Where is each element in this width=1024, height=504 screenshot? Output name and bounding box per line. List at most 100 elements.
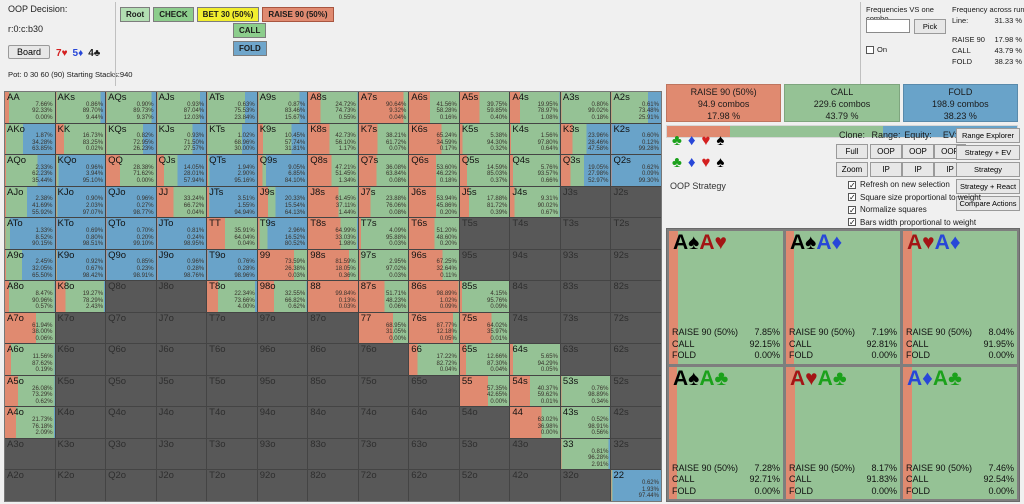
grid-cell-Q4o[interactable]: Q4o [106,407,156,438]
grid-cell-A3s[interactable]: A3s 0.80% 99.02% 0.18% [560,92,611,123]
grid-cell-72s[interactable]: 72s [611,312,661,344]
grid-cell-97s[interactable]: 97s 2.95% 97.02% 0.03% [358,249,409,281]
grid-cell-QTo[interactable]: QTo 0.70% 0.20% 99.10% [106,218,156,249]
grid-cell-Q6s[interactable]: Q6s 53.60% 46.22% 0.18% [409,155,459,186]
ctl-button-ip-12[interactable]: IP [902,162,934,177]
grid-cell-AJo[interactable]: AJo 2.38% 41.69% 55.92% [5,186,55,218]
grid-cell-74o[interactable]: 74o [358,407,409,438]
grid-cell-T9s[interactable]: T9s 2.96% 16.52% 80.52% [257,218,308,249]
grid-cell-K8s[interactable]: K8s 42.73% 56.10% 1.17% [308,123,358,155]
grid-cell-KQo[interactable]: KQo 0.96% 3.94% 95.10% [55,155,106,186]
grid-cell-K5o[interactable]: K5o [55,375,106,407]
grid-cell-J4s[interactable]: J4s 9.31% 90.02% 0.67% [510,186,560,218]
tree-node-call[interactable]: CALL [233,23,267,38]
grid-cell-Q7s[interactable]: Q7s 36.08% 63.84% 0.08% [358,155,409,186]
grid-cell-Q9s[interactable]: Q9s 9.05% 6.85% 84.10% [257,155,308,186]
grid-cell-A5o[interactable]: A5o 26.08% 73.29% 0.62% [5,375,55,407]
checkbox-3[interactable]: ✓ [848,218,856,227]
grid-cell-AQo[interactable]: AQo 2.33% 62.23% 35.44% [5,155,55,186]
grid-cell-53s[interactable]: 53s 0.76% 98.89% 0.34% [560,375,611,407]
grid-cell-96o[interactable]: 96o [257,344,308,375]
grid-cell-KTo[interactable]: KTo 0.69% 0.80% 98.51% [55,218,106,249]
grid-cell-86o[interactable]: 86o [308,344,358,375]
grid-cell-K7o[interactable]: K7o [55,312,106,344]
grid-cell-55[interactable]: 55 57.35% 42.65% 0.00% [459,375,510,407]
suit-filter-spade-icon[interactable]: ♠ [716,132,731,149]
grid-cell-A8s[interactable]: A8s 24.72% 74.73% 0.55% [308,92,358,123]
grid-cell-T2o[interactable]: T2o [207,470,257,501]
grid-cell-J7o[interactable]: J7o [156,312,207,344]
grid-cell-QJo[interactable]: QJo 0.96% 0.27% 98.77% [106,186,156,218]
grid-cell-22[interactable]: 22 0.62% 1.93% 97.44% [611,470,661,501]
grid-cell-Q6o[interactable]: Q6o [106,344,156,375]
ctl-button-zoom-10[interactable]: Zoom [836,162,868,177]
grid-cell-43s[interactable]: 43s 0.52% 98.91% 0.56% [560,407,611,438]
grid-cell-98s[interactable]: 98s 81.59% 18.05% 0.36% [308,249,358,281]
grid-cell-42o[interactable]: 42o [510,470,560,501]
grid-cell-A4o[interactable]: A4o 21.73% 76.18% 2.09% [5,407,55,438]
grid-cell-A7s[interactable]: A7s 90.64% 9.32% 0.04% [358,92,409,123]
tree-node-bet[interactable]: BET 30 (50%) [196,7,260,22]
grid-cell-AA[interactable]: AA 7.66% 92.33% 0.00% [5,92,55,123]
grid-cell-Q8s[interactable]: Q8s 47.21% 51.45% 1.34% [308,155,358,186]
grid-cell-54s[interactable]: 54s 40.37% 59.62% 0.01% [510,375,560,407]
grid-cell-62s[interactable]: 62s [611,344,661,375]
grid-cell-K4o[interactable]: K4o [55,407,106,438]
grid-cell-82s[interactable]: 82s [611,281,661,312]
grid-cell-A9o[interactable]: A9o 2.45% 32.05% 65.50% [5,249,55,281]
grid-cell-Q7o[interactable]: Q7o [106,312,156,344]
grid-cell-62o[interactable]: 62o [409,470,459,501]
grid-cell-Q2s[interactable]: Q2s 0.62% 0.09% 99.30% [611,155,661,186]
suit-filter-club-icon[interactable]: ♣ [672,154,688,171]
grid-cell-94s[interactable]: 94s [510,249,560,281]
grid-cell-Q3o[interactable]: Q3o [106,438,156,470]
grid-cell-JJ[interactable]: JJ 33.24% 66.72% 0.04% [156,186,207,218]
grid-cell-88[interactable]: 88 99.84% 0.13% 0.03% [308,281,358,312]
grid-cell-63s[interactable]: 63s [560,344,611,375]
grid-cell-K3o[interactable]: K3o [55,438,106,470]
side-button-compare-actions[interactable]: Compare Actions [956,196,1020,211]
grid-cell-JTo[interactable]: JTo 0.81% 0.24% 98.95% [156,218,207,249]
grid-cell-Q2o[interactable]: Q2o [106,470,156,501]
grid-cell-KK[interactable]: KK 16.73% 83.25% 0.02% [55,123,106,155]
grid-cell-ATo[interactable]: ATo 1.33% 8.52% 90.15% [5,218,55,249]
suit-filter-diamond-icon[interactable]: ♦ [687,132,702,149]
ctl-button-oop-01[interactable]: OOP [870,144,902,159]
grid-cell-85s[interactable]: 85s 4.15% 95.76% 0.09% [459,281,510,312]
side-button-range-explorer[interactable]: Range Explorer [956,128,1020,143]
suit-filter-heart-icon[interactable]: ♥ [701,154,717,171]
grid-cell-52o[interactable]: 52o [459,470,510,501]
grid-cell-KTs[interactable]: KTs 1.02% 68.96% 30.00% [207,123,257,155]
grid-cell-93s[interactable]: 93s [560,249,611,281]
grid-cell-J3s[interactable]: J3s [560,186,611,218]
grid-cell-Q8o[interactable]: Q8o [106,281,156,312]
grid-cell-73o[interactable]: 73o [358,438,409,470]
grid-cell-T2s[interactable]: T2s [611,218,661,249]
grid-cell-J9s[interactable]: J9s 20.33% 15.54% 64.13% [257,186,308,218]
grid-cell-K3s[interactable]: K3s 23.96% 28.46% 47.58% [560,123,611,155]
grid-cell-95o[interactable]: 95o [257,375,308,407]
grid-cell-66[interactable]: 66 17.22% 82.72% 0.04% [409,344,459,375]
grid-cell-J7s[interactable]: J7s 23.88% 76.06% 0.08% [358,186,409,218]
grid-cell-T6s[interactable]: T6s 51.20% 48.60% 0.20% [409,218,459,249]
grid-cell-A2o[interactable]: A2o [5,470,55,501]
grid-cell-72o[interactable]: 72o [358,470,409,501]
grid-cell-K9o[interactable]: K9o 0.92% 0.67% 98.42% [55,249,106,281]
grid-cell-KJo[interactable]: KJo 0.90% 2.03% 97.07% [55,186,106,218]
grid-cell-J2s[interactable]: J2s [611,186,661,218]
grid-cell-T8o[interactable]: T8o 22.34% 73.66% 4.00% [207,281,257,312]
grid-cell-T6o[interactable]: T6o [207,344,257,375]
grid-cell-J8s[interactable]: J8s 61.45% 37.11% 1.44% [308,186,358,218]
grid-cell-J9o[interactable]: J9o 0.96% 0.28% 98.76% [156,249,207,281]
grid-cell-K9s[interactable]: K9s 10.45% 57.74% 31.81% [257,123,308,155]
grid-cell-J4o[interactable]: J4o [156,407,207,438]
grid-cell-87s[interactable]: 87s 51.71% 48.23% 0.06% [358,281,409,312]
grid-cell-64s[interactable]: 64s 5.65% 94.29% 0.05% [510,344,560,375]
grid-cell-73s[interactable]: 73s [560,312,611,344]
grid-cell-K8o[interactable]: K8o 19.27% 78.29% 2.43% [55,281,106,312]
grid-cell-85o[interactable]: 85o [308,375,358,407]
grid-cell-QQ[interactable]: QQ 28.38% 71.62% 0.00% [106,155,156,186]
grid-cell-95s[interactable]: 95s [459,249,510,281]
grid-cell-83o[interactable]: 83o [308,438,358,470]
grid-cell-77[interactable]: 77 68.95% 31.05% 0.00% [358,312,409,344]
